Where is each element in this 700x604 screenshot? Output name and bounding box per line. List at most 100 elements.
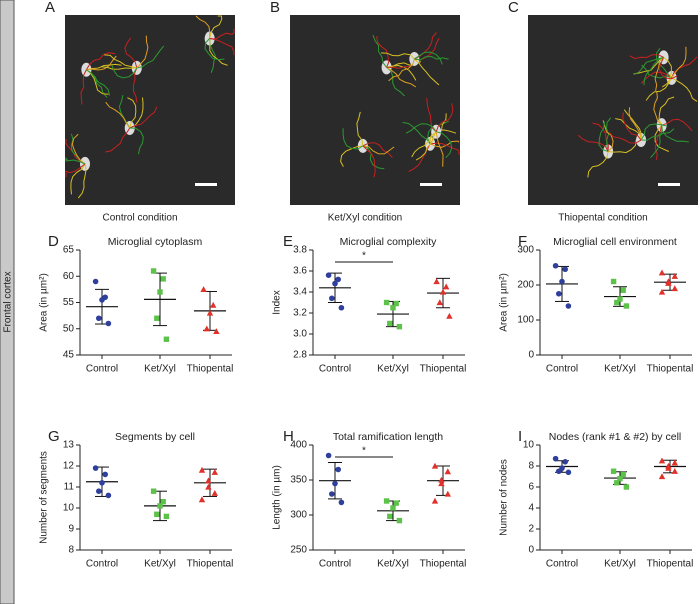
ramification xyxy=(587,151,609,178)
ramification xyxy=(641,128,675,141)
x-tick-label: Ket/Xyl xyxy=(377,559,409,570)
data-point xyxy=(396,323,403,330)
image-caption: Ket/Xyl condition xyxy=(328,213,403,224)
ramification xyxy=(362,145,385,170)
data-point xyxy=(335,276,342,283)
ramification xyxy=(436,131,453,159)
data-point xyxy=(325,452,332,459)
y-tick-label: 100 xyxy=(517,315,534,326)
y-tick-label: 60 xyxy=(63,271,75,282)
y-tick-label: 10 xyxy=(63,503,75,514)
data-point xyxy=(210,301,217,308)
image-caption: Thiopental condition xyxy=(558,213,648,224)
data-point xyxy=(390,505,396,511)
ramification xyxy=(101,66,137,70)
ramification xyxy=(195,15,211,39)
data-point xyxy=(150,268,157,274)
y-tick-label: 0 xyxy=(528,545,534,556)
ramification xyxy=(86,55,117,71)
panel-letter: I xyxy=(518,428,522,445)
y-tick-label: 3.0 xyxy=(293,329,307,340)
x-tick-label: Control xyxy=(86,364,118,375)
x-tick-label: Ket/Xyl xyxy=(604,559,636,570)
y-tick-label: 65 xyxy=(63,245,75,256)
ramification xyxy=(65,156,86,165)
y-axis-label: Area (in µm²) xyxy=(39,273,50,332)
y-tick-label: 350 xyxy=(290,475,307,486)
data-point xyxy=(211,490,218,496)
data-point xyxy=(556,290,562,297)
x-tick-label: Control xyxy=(546,559,578,570)
data-point xyxy=(552,455,559,462)
scale-bar xyxy=(195,183,217,186)
ramification xyxy=(376,36,390,68)
data-point xyxy=(565,303,572,309)
ramification xyxy=(633,56,664,76)
chart-title: Total ramification length xyxy=(333,431,443,443)
scale-bar xyxy=(658,183,680,186)
panel-letter: G xyxy=(48,428,60,445)
ramification xyxy=(645,77,673,101)
ramification xyxy=(342,128,364,150)
x-tick-label: Thiopental xyxy=(647,364,694,375)
y-tick-label: 300 xyxy=(517,245,534,256)
data-point xyxy=(562,459,568,465)
micrograph xyxy=(528,15,698,205)
data-point xyxy=(658,288,666,295)
data-point xyxy=(556,468,562,475)
data-point xyxy=(157,503,163,509)
y-tick-label: 13 xyxy=(63,440,75,451)
chart-title: Microglial cytoplasm xyxy=(108,236,203,248)
data-point xyxy=(614,480,620,486)
y-tick-label: 400 xyxy=(290,440,307,451)
ramification xyxy=(658,57,678,80)
ramification xyxy=(77,163,87,199)
ramification xyxy=(402,121,431,145)
data-point xyxy=(620,287,626,293)
data-point xyxy=(96,315,102,322)
data-point xyxy=(671,467,678,474)
ramification xyxy=(111,65,138,79)
data-point xyxy=(443,283,450,290)
ramification xyxy=(628,107,642,141)
panel-letter: B xyxy=(270,0,280,16)
data-point xyxy=(198,466,206,473)
data-point xyxy=(329,295,335,302)
ramification xyxy=(661,125,689,143)
ramification xyxy=(340,145,363,167)
data-point xyxy=(614,299,620,306)
ramification xyxy=(414,55,449,61)
data-point xyxy=(338,499,345,506)
ramification xyxy=(592,122,609,152)
data-point xyxy=(96,488,102,495)
ramification xyxy=(640,71,672,84)
y-tick-label: 4 xyxy=(528,503,534,514)
ramification xyxy=(388,58,415,82)
data-point xyxy=(157,289,163,295)
data-point xyxy=(433,278,440,285)
ramification xyxy=(362,142,393,158)
ramification xyxy=(426,98,437,133)
data-point xyxy=(562,266,568,273)
data-point xyxy=(617,296,623,302)
y-tick-label: 3.4 xyxy=(293,287,307,298)
ramification xyxy=(615,118,642,141)
ramification xyxy=(643,56,664,86)
data-point xyxy=(665,279,672,286)
ramification xyxy=(414,32,437,60)
ramification xyxy=(429,140,460,148)
y-axis-label: Number of segments xyxy=(39,451,50,544)
chart-title: Nodes (rank #1 & #2) by cell xyxy=(549,431,681,443)
ramification xyxy=(653,91,663,126)
x-tick-label: Thiopental xyxy=(647,559,694,570)
ramification xyxy=(127,97,137,129)
data-point xyxy=(338,304,345,311)
micrograph xyxy=(65,15,235,205)
data-point xyxy=(92,278,99,285)
ramification xyxy=(405,123,437,134)
ramification xyxy=(204,38,225,61)
scale-bar xyxy=(420,183,442,186)
ramification xyxy=(415,131,437,161)
chart-title: Segments by cell xyxy=(115,431,195,443)
panel-letter: H xyxy=(283,428,294,445)
